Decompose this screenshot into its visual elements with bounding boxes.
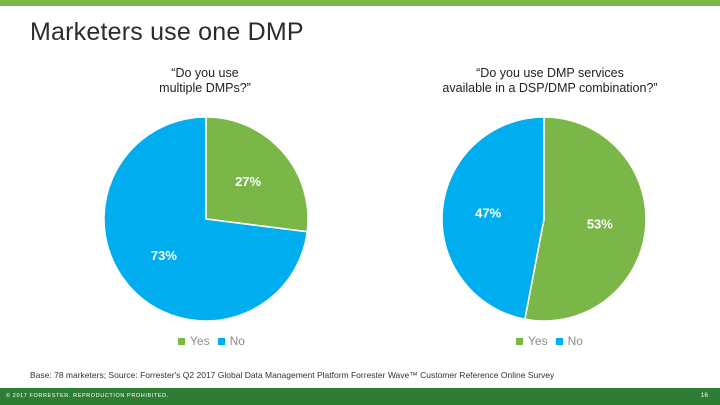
pie-slice-no bbox=[441, 116, 545, 321]
footer-bar: © 2017 FORRESTER. REPRODUCTION PROHIBITE… bbox=[0, 388, 720, 405]
legend-swatch-yes bbox=[516, 337, 523, 345]
pie-chart-dsp-dmp-combination: 53% 47% bbox=[441, 116, 647, 322]
slide-title: Marketers use one DMP bbox=[30, 18, 304, 46]
legend-swatch-no bbox=[555, 337, 563, 345]
legend-item-yes: Yes bbox=[516, 334, 548, 348]
legend-label-no: No bbox=[229, 334, 245, 348]
pie-label-no: 73% bbox=[151, 248, 177, 263]
pie-slice-no bbox=[103, 116, 309, 322]
legend-label-yes: Yes bbox=[528, 334, 548, 348]
top-accent-bar bbox=[0, 0, 720, 6]
pie-slice-yes bbox=[524, 116, 647, 322]
legend-swatch-no bbox=[217, 337, 225, 345]
chart-2-legend: Yes No bbox=[516, 334, 591, 348]
chart-1-legend: Yes No bbox=[178, 334, 253, 348]
pie-slice-yes bbox=[205, 116, 309, 233]
legend-label-yes: Yes bbox=[190, 334, 210, 348]
chart-2-title: “Do you use DMP services available in a … bbox=[442, 66, 658, 95]
base-source-note: Base: 78 marketers; Source: Forrester's … bbox=[30, 370, 555, 380]
pie-label-no: 47% bbox=[475, 206, 501, 221]
legend-item-yes: Yes bbox=[178, 334, 210, 348]
legend-swatch-yes bbox=[178, 337, 185, 345]
pie-chart-multiple-dmps: 27% 73% bbox=[103, 116, 309, 322]
legend-item-no: No bbox=[555, 334, 583, 348]
footer-copyright: © 2017 FORRESTER. REPRODUCTION PROHIBITE… bbox=[6, 393, 169, 399]
legend-item-no: No bbox=[217, 334, 245, 348]
page-number: 16 bbox=[700, 392, 708, 399]
chart-1-title: “Do you use multiple DMPs?” bbox=[159, 66, 251, 95]
legend-label-no: No bbox=[567, 334, 583, 348]
pie-label-yes: 27% bbox=[235, 174, 261, 189]
pie-label-yes: 53% bbox=[587, 216, 613, 231]
